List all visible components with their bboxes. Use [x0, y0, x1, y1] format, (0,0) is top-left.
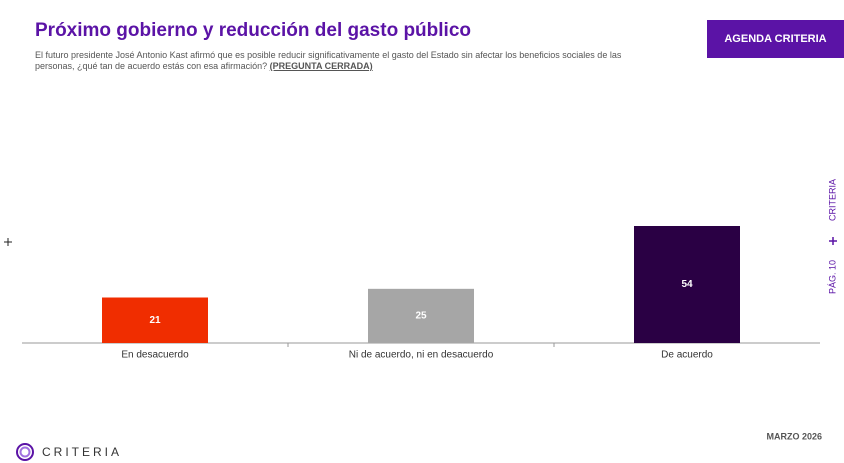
- date: MARZO 2026: [766, 431, 822, 441]
- value-label: 25: [415, 311, 427, 322]
- bar: [368, 288, 474, 343]
- agenda-button[interactable]: AGENDA CRITERIA: [707, 20, 844, 58]
- value-label: 21: [149, 315, 161, 326]
- side-brand: CRITERIA: [827, 179, 837, 221]
- bar: [102, 297, 208, 343]
- subtitle-block: El futuro presidente José Antonio Kast a…: [35, 50, 635, 72]
- value-label: 54: [681, 279, 693, 290]
- side-page: PÁG. 10: [827, 260, 837, 294]
- x-tick-label: De acuerdo: [661, 350, 713, 361]
- logo-mark: [16, 443, 34, 461]
- plus-left: [4, 238, 12, 246]
- title: Próximo gobierno y reducción del gasto p…: [35, 20, 471, 41]
- x-tick-label: Ni de acuerdo, ni en desacuerdo: [349, 350, 494, 361]
- plus-right: [829, 237, 837, 245]
- x-tick-label: En desacuerdo: [121, 350, 189, 361]
- subtitle: El futuro presidente José Antonio Kast a…: [35, 50, 622, 71]
- bar: [634, 226, 740, 343]
- logo-text: CRITERIA: [42, 445, 122, 459]
- subtitle-note: (PREGUNTA CERRADA): [269, 61, 373, 71]
